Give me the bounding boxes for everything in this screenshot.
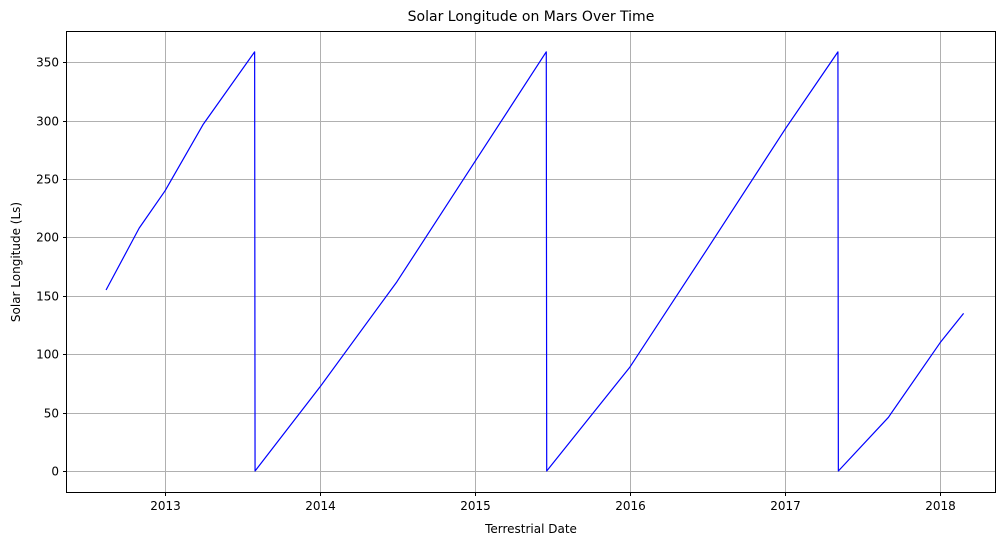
x-axis-label: Terrestrial Date xyxy=(484,522,577,536)
series-line xyxy=(105,51,965,472)
y-tick-label: 50 xyxy=(44,407,59,421)
x-axis: 2013 2014 2015 2016 2017 2018 xyxy=(150,492,956,513)
x-tick-label: 2017 xyxy=(770,499,801,513)
x-tick-label: 2015 xyxy=(460,499,491,513)
y-tick-label: 250 xyxy=(36,173,59,187)
plot-area xyxy=(66,31,996,493)
y-tick-label: 150 xyxy=(36,290,59,304)
y-axis-label: Solar Longitude (Ls) xyxy=(9,202,23,322)
y-tick-label: 350 xyxy=(36,56,59,70)
y-tick-label: 300 xyxy=(36,115,59,129)
x-tick-label: 2014 xyxy=(305,499,336,513)
x-tick-label: 2013 xyxy=(150,499,181,513)
y-tick-label: 100 xyxy=(36,348,59,362)
x-tick-label: 2016 xyxy=(615,499,646,513)
chart-title: Solar Longitude on Mars Over Time xyxy=(408,9,655,25)
y-tick-label: 0 xyxy=(51,465,59,479)
y-axis: 0 50 100 150 200 250 300 350 xyxy=(36,56,67,479)
y-tick-label: 200 xyxy=(36,231,59,245)
x-tick-label: 2018 xyxy=(925,499,956,513)
grid xyxy=(67,32,995,492)
series-layer xyxy=(105,51,965,472)
